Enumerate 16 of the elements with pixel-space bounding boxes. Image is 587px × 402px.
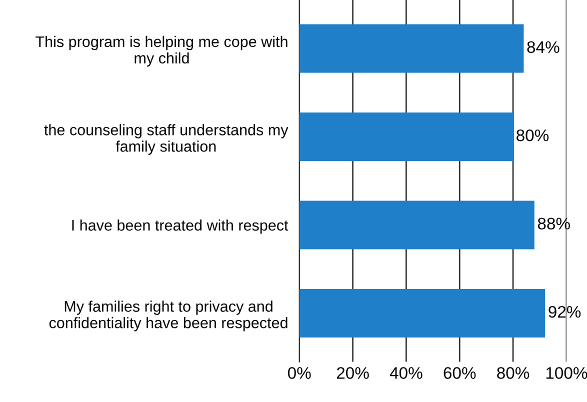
y-tick-label: the counseling staff understands my family situation [44, 124, 288, 155]
y-tick-label: My families right to privacy and confidentiality have been respected [49, 300, 288, 332]
x-tick-label: 80% [497, 367, 530, 379]
data-label: 80% [516, 129, 549, 142]
bar [299, 112, 514, 162]
bar [299, 289, 546, 338]
data-label: 84% [527, 41, 560, 54]
x-tick-label: 0% [288, 367, 311, 379]
x-tick-label: 20% [336, 367, 369, 379]
y-tick-label: I have been treated with respect [72, 219, 288, 234]
x-tick-label: 60% [444, 367, 476, 379]
x-tick-label: 40% [390, 367, 422, 379]
bar [299, 24, 524, 73]
y-tick-label: This program is helping me cope with my child [36, 36, 288, 67]
x-tick-label: 100% [546, 367, 587, 379]
bar [299, 200, 534, 250]
